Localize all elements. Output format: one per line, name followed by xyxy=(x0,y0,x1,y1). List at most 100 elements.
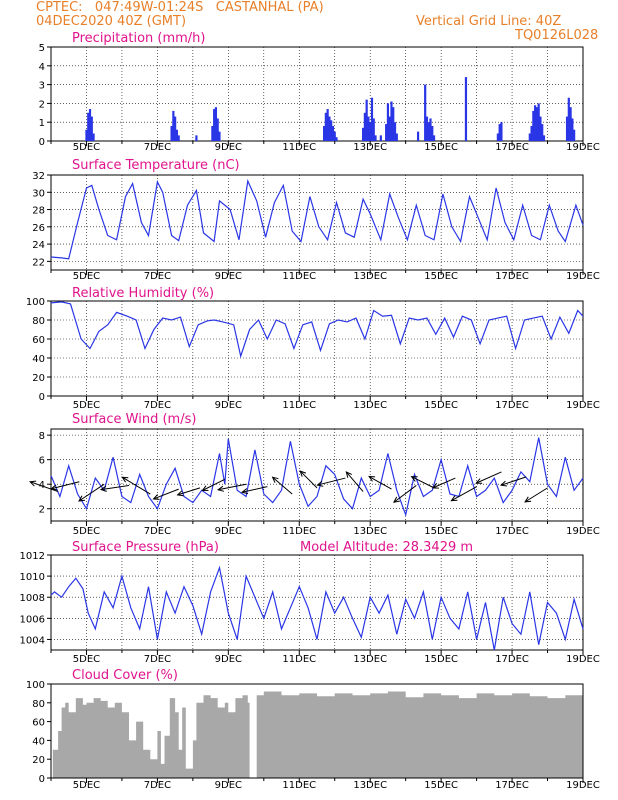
wind-vector-head xyxy=(392,496,400,503)
cloud-ytick-label: 100 xyxy=(26,680,45,691)
cloud-xtick-label: 7DEC xyxy=(144,780,171,791)
press-ytick-label: 1008 xyxy=(20,593,45,604)
precip-bar xyxy=(335,137,338,141)
precip-bar xyxy=(432,135,436,141)
rh-ytick-label: 60 xyxy=(32,335,45,346)
temp-ytick-label: 26 xyxy=(32,223,45,234)
rh-frame xyxy=(50,300,584,397)
temp-ytick-label: 24 xyxy=(32,240,45,251)
precip-bar xyxy=(328,116,331,141)
press-ytick-label: 1004 xyxy=(20,635,45,646)
precip-bar xyxy=(496,133,499,141)
precip-bar xyxy=(393,122,397,141)
wind-ytick-label: 2 xyxy=(39,505,45,516)
precip-bar xyxy=(369,122,372,141)
precip-bar xyxy=(388,116,391,141)
precip-bar xyxy=(170,125,173,141)
temp-title: Surface Temperature (nC) xyxy=(72,158,240,173)
press-xtick-label: 9DEC xyxy=(215,654,242,665)
precip-xtick-label: 9DEC xyxy=(215,142,242,153)
precip-bar xyxy=(535,107,538,141)
precip-ytick-label: 2 xyxy=(39,99,45,110)
wind-vector xyxy=(202,478,226,491)
wind-vector xyxy=(51,481,80,490)
precip-bar xyxy=(429,118,432,141)
precip-xtick-label: 19DEC xyxy=(566,142,600,153)
wind-vector xyxy=(317,477,346,486)
precip-bar xyxy=(534,105,537,141)
precip-bar xyxy=(330,120,333,141)
cloud-xtick-label: 13DEC xyxy=(353,780,387,791)
precip-ytick-label: 1 xyxy=(39,118,45,129)
precip-bar xyxy=(573,129,576,141)
temp-xtick-label: 7DEC xyxy=(144,271,171,282)
model-altitude: Model Altitude: 28.3429 m xyxy=(300,540,473,555)
press-xtick-label: 15DEC xyxy=(424,654,458,665)
precip-xtick-label: 17DEC xyxy=(495,142,529,153)
rh-title: Relative Humidity (%) xyxy=(72,286,214,301)
precip-bar xyxy=(532,110,535,141)
precip-bar xyxy=(92,133,95,141)
rh-xtick-label: 17DEC xyxy=(495,400,529,411)
precip-bar xyxy=(567,97,570,141)
wind-vector xyxy=(272,476,293,495)
precip-bar xyxy=(213,109,216,141)
cloud-frame-overlay xyxy=(50,683,584,779)
precip-ytick-label: 0 xyxy=(39,137,45,148)
wind-ytick-label: 6 xyxy=(39,456,45,467)
wind-vector-head xyxy=(450,495,458,502)
precip-bar xyxy=(392,107,395,141)
precip-bar xyxy=(362,127,365,141)
wind-vector-head xyxy=(240,488,249,495)
rh-xtick-label: 15DEC xyxy=(424,400,458,411)
wind-vector-head xyxy=(201,485,209,492)
precip-bar xyxy=(363,112,366,141)
wind-vector xyxy=(432,477,456,489)
press-ytick-label: 1012 xyxy=(20,551,45,562)
press-xtick-label: 19DEC xyxy=(566,654,600,665)
temp-ytick-label: 32 xyxy=(32,171,45,182)
header-location: CPTEC: 047:49W-01:24S CASTANHAL (PA) xyxy=(36,0,324,15)
precip-bar xyxy=(431,125,434,141)
temp-xtick-label: 15DEC xyxy=(424,271,458,282)
cloud-ytick-label: 80 xyxy=(32,699,45,710)
wind-vector xyxy=(393,485,417,503)
wind-vector xyxy=(122,476,151,495)
precip-bar xyxy=(372,118,375,141)
wind-vector-head xyxy=(176,490,184,497)
wind-vector xyxy=(177,487,201,496)
rh-ytick-label: 20 xyxy=(32,373,45,384)
press-ytick-label: 1006 xyxy=(20,614,45,625)
wind-vector-head xyxy=(475,478,483,484)
precip-bar xyxy=(218,131,221,141)
press-xtick-label: 13DEC xyxy=(353,654,387,665)
wind-vector-head xyxy=(524,496,532,503)
precip-bar xyxy=(174,116,177,141)
precip-bar xyxy=(571,118,574,141)
wind-vector xyxy=(153,488,179,500)
press-xtick-label: 7DEC xyxy=(144,654,171,665)
wind-frame xyxy=(50,428,584,522)
rh-ytick-label: 80 xyxy=(32,316,45,327)
precip-title: Precipitation (mm/h) xyxy=(72,31,205,46)
rh-xtick-label: 19DEC xyxy=(566,400,600,411)
temp-xtick-label: 13DEC xyxy=(353,271,387,282)
precip-bar xyxy=(172,110,175,141)
precip-xtick-label: 15DEC xyxy=(424,142,458,153)
wind-vector xyxy=(368,476,392,490)
press-frame xyxy=(50,554,584,651)
wind-vector xyxy=(299,470,318,489)
precip-bar xyxy=(498,124,501,141)
wind-vector-head xyxy=(216,485,225,492)
precip-bar xyxy=(195,135,198,141)
temp-xtick-label: 19DEC xyxy=(566,271,600,282)
precip-bar xyxy=(541,124,544,141)
cloud-ytick-label: 0 xyxy=(39,774,45,785)
cloud-xtick-label: 17DEC xyxy=(495,780,529,791)
wind-xtick-label: 7DEC xyxy=(144,526,171,537)
precip-bar xyxy=(374,135,377,141)
precip-ytick-label: 5 xyxy=(39,43,45,54)
wind-vector-head xyxy=(345,471,352,478)
precip-bar xyxy=(367,116,370,141)
